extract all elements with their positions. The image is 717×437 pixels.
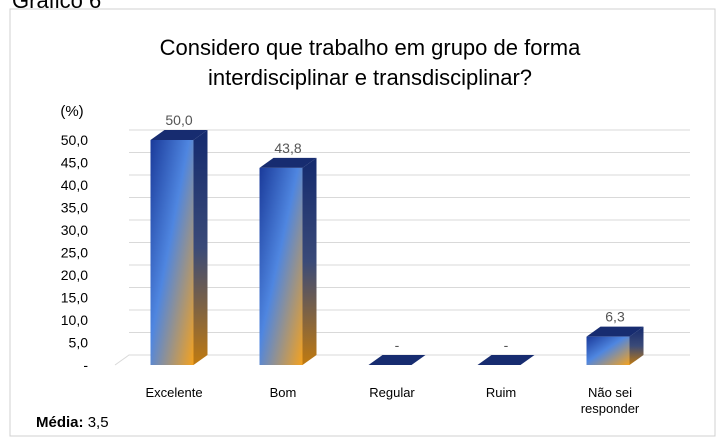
- bar-top: [259, 157, 317, 168]
- bar: [259, 167, 303, 365]
- value-label: -: [504, 337, 509, 353]
- bar-top: [586, 326, 644, 337]
- chart-border: [9, 8, 716, 437]
- footer-value: 3,5: [87, 414, 109, 431]
- bar-top: [368, 355, 426, 365]
- y-tick-label: 45,0: [61, 155, 88, 171]
- y-tick-label: 40,0: [61, 177, 88, 193]
- footer-label: Média:: [36, 414, 84, 431]
- x-tick-label: Bom: [269, 385, 297, 400]
- y-tick-label: 10,0: [61, 312, 88, 328]
- caption: Gráfico 6: [12, 0, 102, 13]
- bar-side: [629, 326, 644, 365]
- bar-top: [477, 355, 535, 365]
- footer: Média: 3,5: [36, 414, 109, 431]
- bar-top: [150, 130, 208, 140]
- x-tick-label: Regular: [369, 385, 415, 400]
- bar: [586, 336, 630, 365]
- value-label: 6,3: [605, 309, 625, 325]
- value-label: -: [395, 337, 400, 353]
- y-tick-label: 35,0: [61, 200, 88, 216]
- y-axis-label: (%): [60, 103, 83, 120]
- y-tick-label: 30,0: [61, 222, 88, 238]
- x-tick-label: Não sei responder: [580, 385, 640, 416]
- y-tick-label: 20,0: [61, 267, 88, 283]
- value-label: 43,8: [274, 140, 301, 156]
- y-tick-label: 50,0: [61, 132, 88, 148]
- bar: [150, 140, 194, 365]
- y-tick-label: 25,0: [61, 245, 88, 261]
- x-tick-label: Ruim: [485, 385, 517, 400]
- x-tick-label: Excelente: [145, 385, 203, 400]
- y-tick-label: 5,0: [69, 335, 89, 351]
- y-tick-label: -: [83, 357, 88, 373]
- bar-side: [193, 130, 208, 365]
- chart-title: Considero que trabalho em grupo de forma…: [160, 35, 581, 90]
- bar-side: [302, 157, 317, 365]
- y-tick-label: 15,0: [61, 290, 88, 306]
- value-label: 50,0: [165, 112, 192, 128]
